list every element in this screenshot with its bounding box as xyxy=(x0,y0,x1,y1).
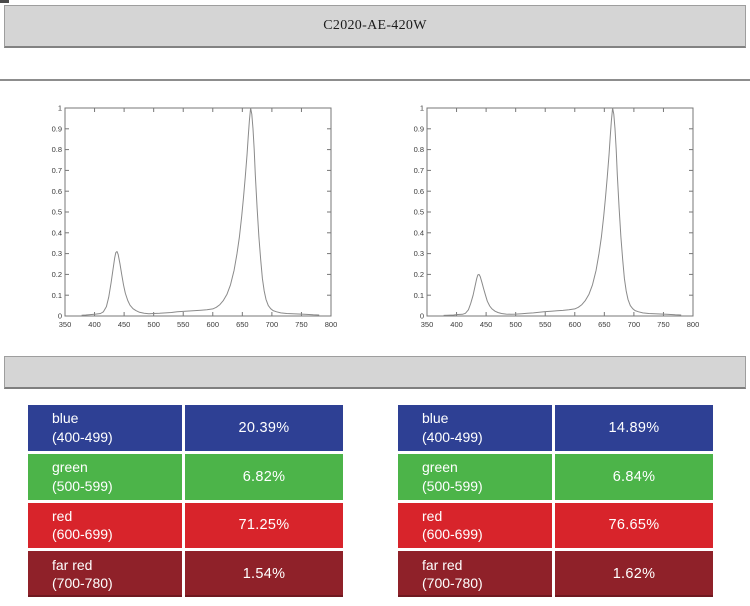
table-row: far red (700-780) 1.54% xyxy=(28,551,343,597)
svg-text:0: 0 xyxy=(58,312,62,321)
svg-text:550: 550 xyxy=(539,320,552,329)
svg-text:600: 600 xyxy=(569,320,582,329)
band-range: (400-499) xyxy=(52,428,113,445)
svg-text:0.7: 0.7 xyxy=(52,166,62,175)
band-range: (500-599) xyxy=(422,477,483,494)
svg-text:0.7: 0.7 xyxy=(414,166,424,175)
svg-text:800: 800 xyxy=(687,320,700,329)
band-name: far red xyxy=(52,556,93,573)
svg-text:450: 450 xyxy=(480,320,493,329)
table-row: blue (400-499) 14.89% xyxy=(398,405,713,451)
band-range: (700-780) xyxy=(422,575,483,592)
band-name: red xyxy=(52,507,73,524)
spectral-distribution-plot-right: 350 400 450 500 550 600 650 700 750 800 0 0.1 0.2 0.3… xyxy=(414,104,700,329)
band-value-cell: 20.39% xyxy=(238,419,290,436)
svg-text:650: 650 xyxy=(236,320,249,329)
svg-text:700: 700 xyxy=(266,320,279,329)
section-separator-bar xyxy=(4,356,746,389)
band-name: blue xyxy=(422,410,449,427)
svg-text:1: 1 xyxy=(58,104,62,113)
svg-text:1: 1 xyxy=(420,104,424,113)
band-range: (500-599) xyxy=(52,477,113,494)
color-band-table-right: blue (400-499) 14.89% green (500-599) 6.… xyxy=(398,405,713,597)
spectrum-chart-left: 350 400 450 500 550 600 650 700 750 800 0 0.1 0.2 0.3… xyxy=(37,98,347,333)
table-row: far red (700-780) 1.62% xyxy=(398,551,713,597)
table-row: red (600-699) 76.65% xyxy=(398,502,713,549)
svg-text:0.9: 0.9 xyxy=(52,124,62,133)
band-label-cell: blue (400-499) xyxy=(398,405,555,451)
band-name: blue xyxy=(52,410,79,427)
svg-text:400: 400 xyxy=(88,320,101,329)
svg-text:0.2: 0.2 xyxy=(414,270,424,279)
band-value-cell: 6.84% xyxy=(612,468,656,485)
spectral-distribution-plot-left: 350 400 450 500 550 600 650 700 750 800 0 0.1 0.2 0.3… xyxy=(52,104,338,329)
svg-text:0.3: 0.3 xyxy=(414,249,424,258)
product-title-bar: C2020-AE-420W xyxy=(4,5,746,48)
svg-text:0: 0 xyxy=(420,312,424,321)
color-band-table-left: blue (400-499) 20.39% green (500-599) 6.… xyxy=(28,405,343,597)
band-value-cell: 6.82% xyxy=(242,468,286,485)
band-label-cell: far red (700-780) xyxy=(28,551,185,597)
band-label-cell: blue (400-499) xyxy=(28,405,185,451)
band-label-cell: red (600-699) xyxy=(398,502,555,549)
svg-text:0.9: 0.9 xyxy=(414,124,424,133)
table-row: blue (400-499) 20.39% xyxy=(28,405,343,451)
band-range: (700-780) xyxy=(52,575,113,592)
svg-text:0.1: 0.1 xyxy=(52,291,62,300)
svg-text:0.5: 0.5 xyxy=(414,208,424,217)
svg-text:400: 400 xyxy=(450,320,463,329)
band-label-cell: red (600-699) xyxy=(28,502,185,549)
svg-text:450: 450 xyxy=(118,320,131,329)
band-value-cell: 1.62% xyxy=(612,566,656,583)
spectrum-chart-right: 350 400 450 500 550 600 650 700 750 800 0 0.1 0.2 0.3… xyxy=(399,98,709,333)
band-name: green xyxy=(422,459,458,476)
band-value-cell: 76.65% xyxy=(608,517,660,534)
band-name: far red xyxy=(422,556,463,573)
horizontal-rule xyxy=(0,79,750,81)
svg-text:0.5: 0.5 xyxy=(52,208,62,217)
band-value-cell: 1.54% xyxy=(242,566,286,583)
band-name: red xyxy=(422,507,443,524)
band-name: green xyxy=(52,459,88,476)
scan-artifact-mark xyxy=(0,0,9,3)
svg-text:0.8: 0.8 xyxy=(414,145,424,154)
band-value-cell: 71.25% xyxy=(238,517,290,534)
table-row: green (500-599) 6.84% xyxy=(398,453,713,500)
svg-text:650: 650 xyxy=(598,320,611,329)
svg-text:0.6: 0.6 xyxy=(414,187,424,196)
band-label-cell: green (500-599) xyxy=(398,453,555,500)
svg-text:800: 800 xyxy=(325,320,338,329)
svg-text:0.4: 0.4 xyxy=(52,228,62,237)
svg-text:750: 750 xyxy=(295,320,308,329)
svg-text:600: 600 xyxy=(207,320,220,329)
table-row: green (500-599) 6.82% xyxy=(28,453,343,500)
band-value-cell: 14.89% xyxy=(608,419,660,436)
svg-text:550: 550 xyxy=(177,320,190,329)
product-title: C2020-AE-420W xyxy=(323,18,427,33)
svg-text:0.4: 0.4 xyxy=(414,228,424,237)
band-label-cell: green (500-599) xyxy=(28,453,185,500)
svg-text:0.2: 0.2 xyxy=(52,270,62,279)
band-range: (600-699) xyxy=(422,526,483,543)
svg-text:0.8: 0.8 xyxy=(52,145,62,154)
svg-text:0.1: 0.1 xyxy=(414,291,424,300)
svg-text:500: 500 xyxy=(509,320,522,329)
svg-text:350: 350 xyxy=(59,320,72,329)
band-range: (600-699) xyxy=(52,526,113,543)
svg-text:750: 750 xyxy=(657,320,670,329)
svg-text:0.6: 0.6 xyxy=(52,187,62,196)
band-label-cell: far red (700-780) xyxy=(398,551,555,597)
band-range: (400-499) xyxy=(422,428,483,445)
table-row: red (600-699) 71.25% xyxy=(28,502,343,549)
svg-text:0.3: 0.3 xyxy=(52,249,62,258)
svg-text:500: 500 xyxy=(147,320,160,329)
svg-text:700: 700 xyxy=(628,320,641,329)
svg-text:350: 350 xyxy=(421,320,434,329)
